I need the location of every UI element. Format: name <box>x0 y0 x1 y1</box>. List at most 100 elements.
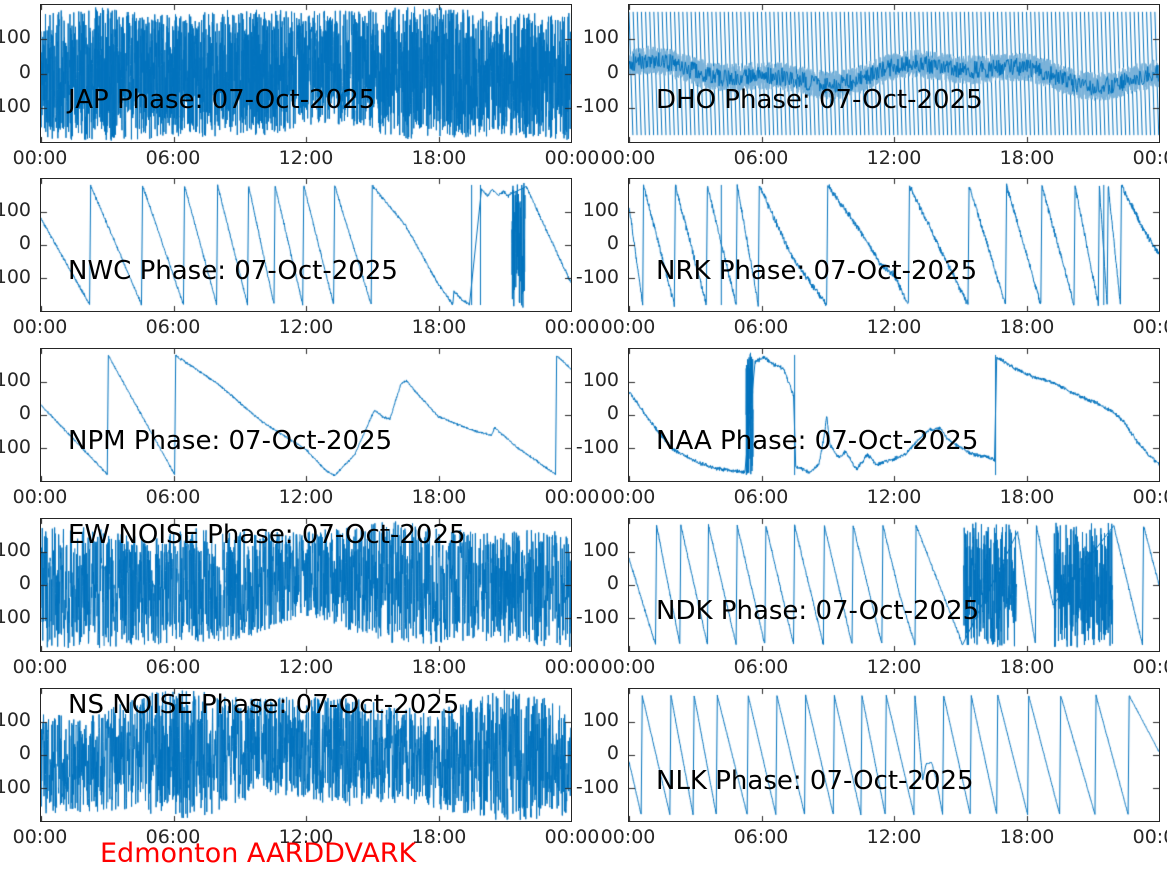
y-tick-label: -100 <box>575 606 619 628</box>
x-tick-label: 00:00 <box>544 826 600 848</box>
plot-canvas-ew-noise <box>41 519 571 651</box>
x-tick-label: 18:00 <box>411 486 467 508</box>
plot-title-naa: NAA Phase: 07-Oct-2025 <box>656 426 979 456</box>
x-tick-label: 12:00 <box>278 316 334 338</box>
x-tick-label: 12:00 <box>866 316 922 338</box>
x-tick-label: 06:00 <box>145 826 201 848</box>
x-tick-label: 00:00 <box>1132 316 1167 338</box>
x-tick-label: 00:00 <box>12 656 68 678</box>
x-tick-label: 18:00 <box>999 486 1055 508</box>
plot-canvas-ns-noise <box>41 689 571 821</box>
x-tick-label: 06:00 <box>733 147 789 169</box>
plot-title-dho: DHO Phase: 07-Oct-2025 <box>656 85 983 115</box>
plot-title-npm: NPM Phase: 07-Oct-2025 <box>68 426 393 456</box>
x-tick-label: 06:00 <box>145 656 201 678</box>
y-tick-label: 0 <box>606 742 619 764</box>
x-tick-label: 00:00 <box>12 147 68 169</box>
x-tick-label: 12:00 <box>866 656 922 678</box>
y-tick-label: 100 <box>582 26 619 48</box>
y-tick-label: -100 <box>0 606 31 628</box>
y-tick-label: -100 <box>0 776 31 798</box>
x-tick-label: 00:00 <box>544 656 600 678</box>
y-tick-label: 0 <box>18 742 31 764</box>
plot-canvas-naa <box>629 349 1159 481</box>
x-tick-label: 06:00 <box>145 486 201 508</box>
y-tick-label: -100 <box>575 266 619 288</box>
y-tick-label: 0 <box>18 572 31 594</box>
plot-title-ndk: NDK Phase: 07-Oct-2025 <box>656 596 980 626</box>
x-tick-label: 00:00 <box>600 147 656 169</box>
plot-canvas-nlk <box>629 689 1159 821</box>
y-tick-label: -100 <box>0 266 31 288</box>
x-tick-label: 12:00 <box>866 486 922 508</box>
x-tick-label: 00:00 <box>1132 147 1167 169</box>
panel-ns-noise: NS NOISE Phase: 07-Oct-2025 <box>40 688 572 822</box>
x-tick-label: 18:00 <box>999 147 1055 169</box>
x-tick-label: 18:00 <box>411 656 467 678</box>
panel-nwc: NWC Phase: 07-Oct-2025 <box>40 178 572 312</box>
y-tick-label: 100 <box>0 369 31 391</box>
plot-title-nwc: NWC Phase: 07-Oct-2025 <box>68 256 398 286</box>
panel-nlk: NLK Phase: 07-Oct-2025 <box>628 688 1160 822</box>
x-tick-label: 00:00 <box>544 486 600 508</box>
x-tick-label: 00:00 <box>600 826 656 848</box>
y-tick-label: 0 <box>606 61 619 83</box>
y-tick-label: 100 <box>582 199 619 221</box>
y-tick-label: 0 <box>18 402 31 424</box>
plot-canvas-dho <box>629 5 1159 142</box>
y-tick-label: 0 <box>606 402 619 424</box>
x-tick-label: 00:00 <box>12 316 68 338</box>
x-tick-label: 18:00 <box>411 826 467 848</box>
x-tick-label: 12:00 <box>278 656 334 678</box>
y-tick-label: 0 <box>18 232 31 254</box>
x-tick-label: 06:00 <box>145 147 201 169</box>
x-tick-label: 12:00 <box>866 147 922 169</box>
plot-canvas-nrk <box>629 179 1159 311</box>
x-tick-label: 00:00 <box>600 486 656 508</box>
plot-canvas-ndk <box>629 519 1159 651</box>
y-tick-label: 0 <box>18 61 31 83</box>
x-tick-label: 00:00 <box>12 826 68 848</box>
x-tick-label: 06:00 <box>733 826 789 848</box>
y-tick-label: -100 <box>575 95 619 117</box>
x-tick-label: 00:00 <box>600 316 656 338</box>
x-tick-label: 12:00 <box>866 826 922 848</box>
x-tick-label: 06:00 <box>733 656 789 678</box>
x-tick-label: 00:00 <box>544 316 600 338</box>
x-tick-label: 12:00 <box>278 826 334 848</box>
panel-nrk: NRK Phase: 07-Oct-2025 <box>628 178 1160 312</box>
y-tick-label: 0 <box>606 232 619 254</box>
x-tick-label: 18:00 <box>999 656 1055 678</box>
panel-npm: NPM Phase: 07-Oct-2025 <box>40 348 572 482</box>
y-tick-label: 100 <box>0 199 31 221</box>
x-tick-label: 06:00 <box>733 486 789 508</box>
x-tick-label: 18:00 <box>999 826 1055 848</box>
plot-title-nlk: NLK Phase: 07-Oct-2025 <box>656 766 974 796</box>
x-tick-label: 00:00 <box>12 486 68 508</box>
y-tick-label: 100 <box>582 369 619 391</box>
y-tick-label: 100 <box>0 26 31 48</box>
y-tick-label: -100 <box>575 776 619 798</box>
plot-title-ns-noise: NS NOISE Phase: 07-Oct-2025 <box>68 690 460 720</box>
plot-title-ew-noise: EW NOISE Phase: 07-Oct-2025 <box>68 520 466 550</box>
plot-canvas-nwc <box>41 179 571 311</box>
x-tick-label: 18:00 <box>411 316 467 338</box>
y-tick-label: -100 <box>0 95 31 117</box>
x-tick-label: 18:00 <box>411 147 467 169</box>
plot-title-jap: JAP Phase: 07-Oct-2025 <box>68 85 376 115</box>
panel-ndk: NDK Phase: 07-Oct-2025 <box>628 518 1160 652</box>
plot-title-nrk: NRK Phase: 07-Oct-2025 <box>656 256 978 286</box>
y-tick-label: 100 <box>0 709 31 731</box>
panel-dho: DHO Phase: 07-Oct-2025 <box>628 4 1160 143</box>
y-tick-label: 0 <box>606 572 619 594</box>
plot-canvas-jap <box>41 5 571 142</box>
panel-naa: NAA Phase: 07-Oct-2025 <box>628 348 1160 482</box>
x-tick-label: 12:00 <box>278 486 334 508</box>
x-tick-label: 06:00 <box>145 316 201 338</box>
y-tick-label: 100 <box>0 539 31 561</box>
plot-canvas-npm <box>41 349 571 481</box>
x-tick-label: 06:00 <box>733 316 789 338</box>
x-tick-label: 00:00 <box>1132 826 1167 848</box>
panel-jap: JAP Phase: 07-Oct-2025 <box>40 4 572 143</box>
